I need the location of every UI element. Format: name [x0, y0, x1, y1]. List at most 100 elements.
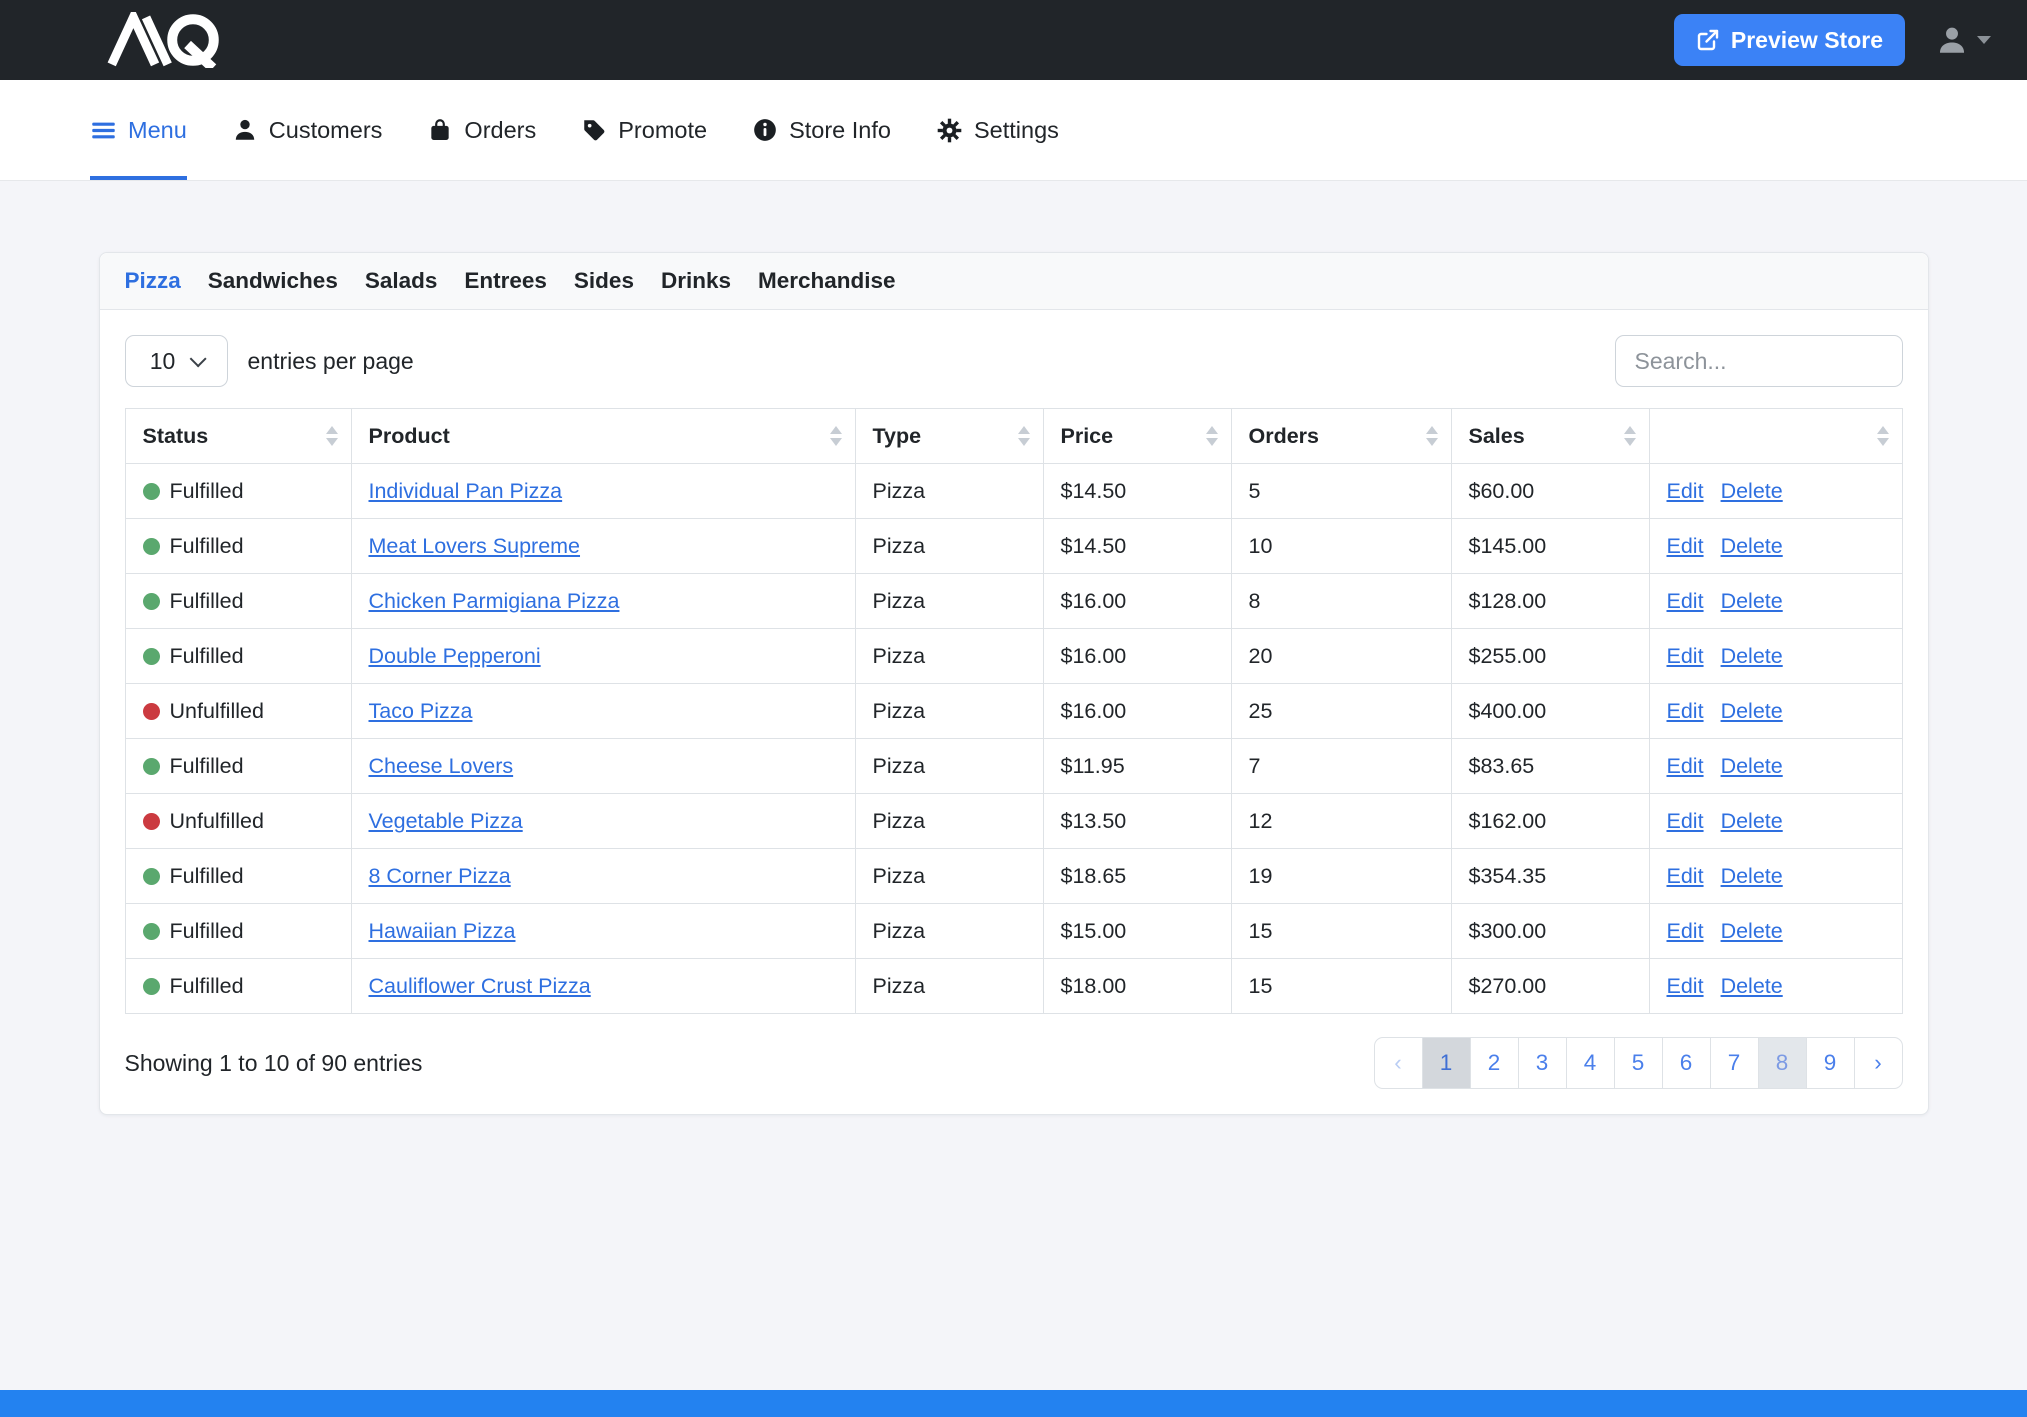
edit-link[interactable]: Edit: [1666, 918, 1704, 943]
edit-link[interactable]: Edit: [1666, 588, 1704, 613]
orders-cell: 15: [1230, 958, 1452, 1014]
column-header-sales[interactable]: Sales: [1450, 408, 1650, 464]
product-link[interactable]: Individual Pan Pizza: [368, 478, 563, 503]
table-row: Unfulfilled Taco Pizza Pizza $16.00 25 $400.0…: [124, 683, 1903, 739]
sales-cell: $255.00: [1450, 628, 1650, 684]
page-button-1[interactable]: 1: [1421, 1037, 1471, 1089]
product-link[interactable]: Hawaiian Pizza: [368, 918, 516, 943]
status-label: Fulfilled: [169, 478, 244, 503]
product-link[interactable]: Taco Pizza: [368, 698, 473, 723]
status-cell: Fulfilled: [124, 573, 352, 629]
page-button-9[interactable]: 9: [1805, 1037, 1855, 1089]
nav-item-promote[interactable]: Promote: [581, 80, 707, 180]
column-header-label: Sales: [1468, 423, 1525, 448]
page-button-6[interactable]: 6: [1661, 1037, 1711, 1089]
fulfilled-dot-icon: [142, 482, 160, 500]
status-cell: Fulfilled: [124, 628, 352, 684]
type-cell: Pizza: [854, 793, 1044, 849]
page-button-7[interactable]: 7: [1709, 1037, 1759, 1089]
tab-drinks[interactable]: Drinks: [660, 268, 731, 293]
product-link[interactable]: Cauliflower Crust Pizza: [368, 973, 591, 998]
delete-link[interactable]: Delete: [1720, 973, 1783, 998]
nav-item-menu[interactable]: Menu: [90, 80, 187, 180]
page-button-5[interactable]: 5: [1613, 1037, 1663, 1089]
tab-pizza[interactable]: Pizza: [124, 268, 181, 293]
price-cell: $16.00: [1042, 683, 1232, 739]
nav-item-store-info[interactable]: Store Info: [752, 80, 891, 180]
products-table: Status Product Type Price Orders Sales Fulfil…: [124, 408, 1903, 1014]
column-header-label: Price: [1060, 423, 1114, 448]
page-size-select[interactable]: 10: [124, 335, 228, 387]
edit-link[interactable]: Edit: [1666, 698, 1704, 723]
product-link[interactable]: Double Pepperoni: [368, 643, 541, 668]
brand-logo-icon[interactable]: [90, 12, 240, 68]
user-avatar-icon: [1939, 27, 1965, 53]
price-cell: $16.00: [1042, 573, 1232, 629]
edit-link[interactable]: Edit: [1666, 863, 1704, 888]
sort-arrows-icon: [1876, 426, 1889, 446]
edit-link[interactable]: Edit: [1666, 533, 1704, 558]
column-header-actions[interactable]: [1648, 408, 1903, 464]
sales-cell: $300.00: [1450, 903, 1650, 959]
external-link-icon: [1697, 29, 1719, 51]
page-button-3[interactable]: 3: [1517, 1037, 1567, 1089]
product-link[interactable]: Vegetable Pizza: [368, 808, 523, 833]
page-button-2[interactable]: 2: [1469, 1037, 1519, 1089]
product-link[interactable]: Chicken Parmigiana Pizza: [368, 588, 620, 613]
edit-link[interactable]: Edit: [1666, 753, 1704, 778]
table-row: Fulfilled Cheese Lovers Pizza $11.95 7 $83.65…: [124, 738, 1903, 794]
type-cell: Pizza: [854, 738, 1044, 794]
column-header-type[interactable]: Type: [854, 408, 1044, 464]
sales-cell: $145.00: [1450, 518, 1650, 574]
delete-link[interactable]: Delete: [1720, 808, 1783, 833]
nav-item-customers[interactable]: Customers: [232, 80, 382, 180]
delete-link[interactable]: Delete: [1720, 478, 1783, 503]
tab-salads[interactable]: Salads: [364, 268, 438, 293]
tab-sandwiches[interactable]: Sandwiches: [207, 268, 338, 293]
column-header-label: Orders: [1248, 423, 1320, 448]
product-link[interactable]: Meat Lovers Supreme: [368, 533, 581, 558]
product-link[interactable]: 8 Corner Pizza: [368, 863, 511, 888]
column-header-status[interactable]: Status: [124, 408, 352, 464]
delete-link[interactable]: Delete: [1720, 863, 1783, 888]
delete-link[interactable]: Delete: [1720, 533, 1783, 558]
column-header-price[interactable]: Price: [1042, 408, 1232, 464]
product-link[interactable]: Cheese Lovers: [368, 753, 514, 778]
delete-link[interactable]: Delete: [1720, 698, 1783, 723]
nav-item-orders[interactable]: Orders: [427, 80, 536, 180]
edit-link[interactable]: Edit: [1666, 643, 1704, 668]
product-cell: Chicken Parmigiana Pizza: [350, 573, 856, 629]
page-button-4[interactable]: 4: [1565, 1037, 1615, 1089]
fulfilled-dot-icon: [142, 867, 160, 885]
tab-sides[interactable]: Sides: [573, 268, 634, 293]
delete-link[interactable]: Delete: [1720, 753, 1783, 778]
delete-link[interactable]: Delete: [1720, 918, 1783, 943]
preview-store-button[interactable]: Preview Store: [1673, 14, 1905, 66]
column-header-product[interactable]: Product: [350, 408, 856, 464]
tab-merchandise[interactable]: Merchandise: [757, 268, 896, 293]
tab-entrees[interactable]: Entrees: [464, 268, 547, 293]
status-cell: Fulfilled: [124, 463, 352, 519]
edit-link[interactable]: Edit: [1666, 973, 1704, 998]
account-menu[interactable]: [1935, 23, 1991, 57]
orders-cell: 5: [1230, 463, 1452, 519]
delete-link[interactable]: Delete: [1720, 588, 1783, 613]
delete-link[interactable]: Delete: [1720, 643, 1783, 668]
page-button-8[interactable]: 8: [1757, 1037, 1807, 1089]
bag-icon: [427, 117, 453, 143]
next-page-button[interactable]: ›: [1853, 1037, 1903, 1089]
edit-link[interactable]: Edit: [1666, 808, 1704, 833]
column-header-orders[interactable]: Orders: [1230, 408, 1452, 464]
edit-link[interactable]: Edit: [1666, 478, 1704, 503]
orders-cell: 20: [1230, 628, 1452, 684]
search-input[interactable]: [1614, 335, 1903, 387]
prev-page-button[interactable]: ‹: [1373, 1037, 1423, 1089]
fulfilled-dot-icon: [142, 757, 160, 775]
nav-item-settings[interactable]: Settings: [936, 80, 1059, 180]
fulfilled-dot-icon: [142, 922, 160, 940]
price-cell: $16.00: [1042, 628, 1232, 684]
column-header-label: Product: [368, 423, 450, 448]
table-row: Fulfilled Meat Lovers Supreme Pizza $14.50 1…: [124, 518, 1903, 574]
price-cell: $11.95: [1042, 738, 1232, 794]
status-label: Fulfilled: [169, 533, 244, 558]
